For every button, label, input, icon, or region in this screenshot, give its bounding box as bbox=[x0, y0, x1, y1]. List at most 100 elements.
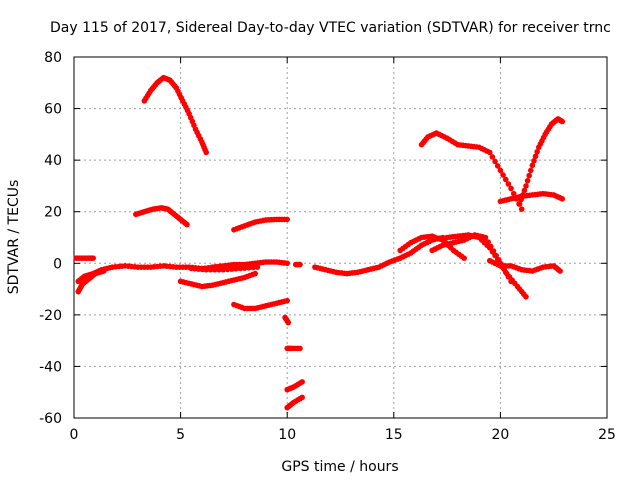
data-point bbox=[373, 264, 380, 271]
series-arc-hump-a bbox=[397, 233, 467, 261]
data-point bbox=[505, 181, 512, 187]
data-point bbox=[320, 266, 326, 272]
data-point bbox=[548, 263, 554, 269]
data-point bbox=[502, 269, 509, 276]
data-point bbox=[239, 275, 245, 281]
series-arc-baseline-d bbox=[188, 264, 261, 273]
data-point bbox=[284, 318, 291, 325]
data-point bbox=[196, 283, 203, 289]
data-point bbox=[119, 263, 125, 269]
data-point bbox=[224, 266, 231, 273]
data-point bbox=[237, 265, 244, 272]
axis-ticks: 0 5 10 15 20 25 -60 -40 -20 0 20 40 60 80 bbox=[39, 50, 616, 443]
data-point bbox=[199, 266, 206, 273]
y-tick-label: 60 bbox=[44, 102, 62, 118]
data-point bbox=[217, 280, 224, 287]
series-arc-neg33 bbox=[284, 345, 303, 352]
data-point bbox=[416, 235, 422, 242]
data-point bbox=[239, 304, 245, 311]
data-point bbox=[426, 238, 433, 245]
data-point bbox=[297, 395, 303, 402]
x-tick-label: 25 bbox=[598, 427, 616, 443]
data-point bbox=[537, 265, 544, 271]
data-point bbox=[281, 298, 288, 305]
series-arc-right-base bbox=[486, 257, 563, 274]
x-tick-label: 15 bbox=[385, 427, 403, 443]
series-arc-rise-right bbox=[516, 116, 566, 207]
data-point bbox=[437, 243, 443, 250]
data-point bbox=[239, 224, 245, 230]
series-arc-zero-10 bbox=[292, 261, 303, 268]
x-tick-label: 0 bbox=[70, 427, 79, 443]
data-point bbox=[524, 177, 531, 184]
y-tick-label: 0 bbox=[53, 256, 62, 272]
plot-frame bbox=[73, 56, 608, 419]
data-point bbox=[184, 107, 191, 114]
data-point bbox=[211, 266, 218, 273]
data-point bbox=[191, 122, 197, 129]
data-points bbox=[73, 74, 566, 411]
data-point bbox=[139, 209, 146, 216]
data-point bbox=[521, 291, 527, 298]
data-point bbox=[249, 305, 256, 312]
data-point bbox=[441, 134, 448, 140]
data-point bbox=[416, 244, 422, 250]
data-point bbox=[147, 206, 154, 213]
series-arc-46 bbox=[418, 130, 525, 212]
data-point bbox=[271, 216, 277, 223]
data-point bbox=[157, 263, 164, 269]
data-point bbox=[505, 274, 512, 280]
data-point bbox=[260, 259, 267, 266]
data-point bbox=[505, 263, 512, 269]
data-point bbox=[458, 253, 465, 259]
data-point bbox=[178, 94, 184, 101]
data-point bbox=[557, 195, 563, 201]
data-point bbox=[241, 265, 248, 271]
y-axis-label: SDTVAR / TECUs bbox=[6, 180, 22, 295]
data-point bbox=[228, 262, 235, 268]
data-point bbox=[519, 192, 526, 198]
data-point bbox=[297, 380, 303, 386]
data-point bbox=[352, 269, 358, 276]
data-point bbox=[508, 185, 514, 192]
y-tick-label: -20 bbox=[39, 308, 62, 324]
y-tick-label: -60 bbox=[39, 411, 62, 427]
series-arc-neg22 bbox=[282, 314, 292, 326]
data-point bbox=[462, 142, 469, 149]
data-point bbox=[233, 265, 239, 272]
data-point bbox=[505, 196, 512, 203]
data-point bbox=[98, 268, 105, 275]
data-point bbox=[532, 153, 539, 160]
series-arc-flat-2 bbox=[73, 255, 96, 261]
data-point bbox=[106, 264, 113, 271]
y-tick-label: 40 bbox=[44, 153, 62, 169]
data-point bbox=[547, 123, 553, 130]
data-point bbox=[405, 251, 411, 258]
x-axis-label: GPS time / hours bbox=[281, 459, 398, 475]
data-point bbox=[260, 303, 267, 310]
data-point bbox=[271, 259, 277, 265]
data-point bbox=[426, 233, 433, 240]
data-point bbox=[228, 266, 235, 272]
data-point bbox=[526, 172, 532, 179]
data-point bbox=[250, 264, 256, 271]
series-arc-mid bbox=[312, 234, 446, 277]
data-point bbox=[555, 266, 562, 273]
data-point bbox=[548, 191, 554, 198]
data-point bbox=[494, 163, 501, 169]
data-point bbox=[452, 233, 458, 240]
data-point bbox=[207, 282, 213, 289]
data-point bbox=[437, 236, 443, 242]
series-arc-25-right bbox=[497, 190, 566, 205]
data-point bbox=[540, 134, 547, 141]
data-point bbox=[489, 154, 496, 160]
data-point bbox=[183, 264, 189, 270]
data-point bbox=[170, 264, 176, 270]
data-point bbox=[362, 267, 369, 274]
series-arc-high-left bbox=[141, 74, 209, 156]
data-point bbox=[281, 260, 288, 266]
data-point bbox=[521, 187, 528, 194]
data-point bbox=[271, 301, 277, 307]
data-point bbox=[473, 234, 480, 240]
data-point bbox=[473, 144, 480, 150]
